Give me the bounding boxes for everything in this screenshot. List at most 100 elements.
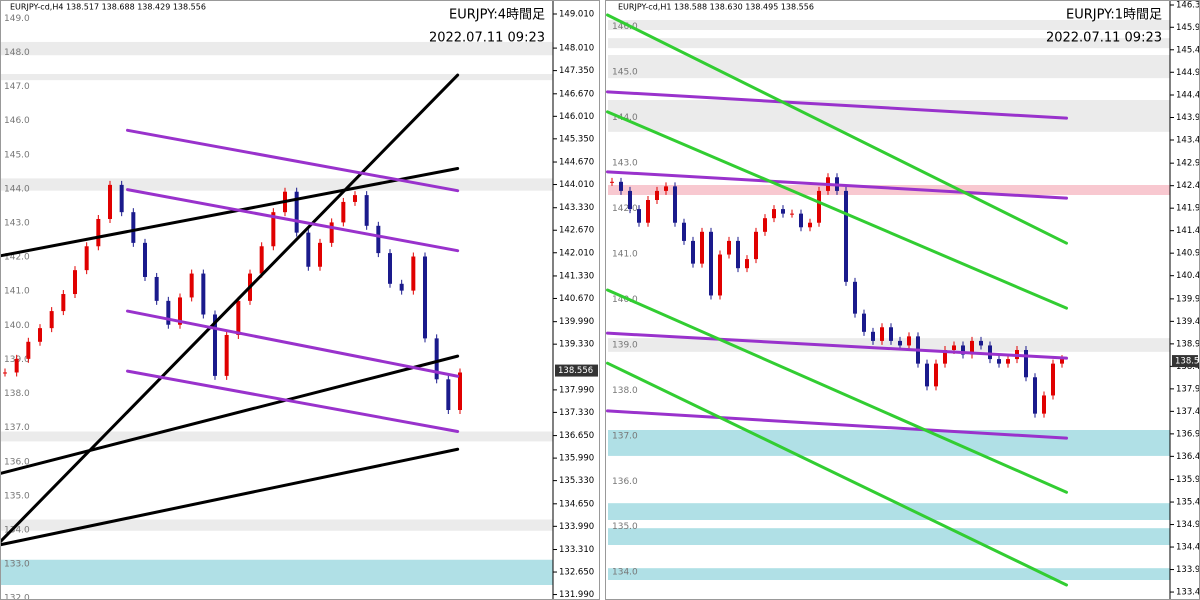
y-tick-label: 137.990 [559,385,594,395]
candle [154,276,159,301]
y-tick-label: 136.650 [559,431,594,441]
candle [934,363,938,387]
y-tick-label: 134.650 [559,499,594,509]
candle [664,186,668,191]
candle [610,181,614,183]
y-tick-label: 144.010 [559,180,594,190]
y-tick-label: 141.425 [1176,226,1200,236]
price-zone [0,178,553,191]
price-zone [608,503,1170,520]
y-tick-label: 133.970 [1176,565,1200,575]
trend-line [606,90,1068,120]
candle [341,201,346,223]
y-tick-label: 135.330 [559,476,594,486]
y-tick-label: 145.405 [1176,45,1200,55]
candle [294,191,299,233]
level-label: 136.0 [4,457,30,467]
candle [201,273,206,315]
level-label: 140.0 [612,295,638,305]
chart-title: EURJPY:1時間足 [1066,8,1162,23]
level-label: 139.0 [612,340,638,350]
trend-line [126,128,460,193]
y-tick-label: 142.910 [1176,159,1200,169]
candle [224,334,229,376]
y-tick-label: 146.390 [1176,1,1200,11]
candle [3,372,7,374]
chart-header: EURJPY-cd,H1 138.588 138.630 138.495 138… [618,3,814,12]
level-label: 140.0 [4,321,30,331]
candle [329,222,334,243]
candle [458,372,462,411]
level-label: 147.0 [4,82,30,92]
price-zone [0,559,553,585]
candle [306,232,311,267]
price-zone [0,431,553,442]
candle [736,240,740,269]
candle [808,222,812,228]
candle [1033,377,1037,414]
y-tick-label: 147.350 [559,66,594,76]
trend-line [606,361,1068,587]
y-tick-label: 144.910 [1176,68,1200,78]
candle [952,345,956,350]
y-tick-label: 142.415 [1176,181,1200,191]
candle [646,200,650,223]
y-tick-label: 133.475 [1176,588,1200,598]
level-label: 135.0 [612,522,638,532]
price-marker [1172,355,1198,368]
candle [763,218,767,232]
candle [259,246,264,274]
y-tick-label: 135.990 [559,454,594,464]
candle [189,273,194,298]
candle [26,341,31,359]
level-label: 137.0 [612,431,638,441]
level-label: 138.0 [612,386,638,396]
price-zone [608,38,1170,49]
plot-area [0,0,553,600]
level-label: 135.0 [4,491,30,501]
candle [619,181,623,191]
chart-date: 2022.07.11 09:23 [429,31,545,46]
price-zone [608,100,1170,132]
y-tick-label: 146.670 [559,89,594,99]
price-zone [608,568,1170,580]
trend-line [606,288,1068,494]
level-label: 143.0 [612,159,638,169]
candle [388,253,392,284]
y-tick-label: 133.990 [559,522,594,532]
candle [14,358,19,373]
price-zone [608,528,1170,545]
y-tick-label: 140.930 [1176,249,1200,259]
trend-line [0,73,460,544]
candle [754,231,758,260]
chart-date: 2022.07.11 09:23 [1046,31,1162,46]
candle [628,190,632,210]
trend-line [606,110,1068,310]
candle [119,184,124,213]
candle [799,213,803,228]
y-tick-label: 135.455 [1176,498,1200,508]
level-label: 137.0 [4,423,30,433]
candle [376,225,381,254]
candle [943,350,947,364]
y-tick-label: 138.935 [1176,339,1200,349]
candle [1042,395,1046,414]
candle [236,300,241,335]
candle [961,345,965,355]
trend-line [606,331,1068,360]
price-zone [608,185,1170,195]
candle [673,186,677,223]
candle [446,379,451,411]
candle [1060,359,1064,364]
y-tick-label: 139.990 [559,317,594,327]
price-zone [608,55,1170,79]
level-label: 145.0 [4,150,30,160]
chart-header: EURJPY-cd,H4 138.517 138.688 138.429 138… [10,3,206,12]
candle [970,340,974,355]
candle [423,256,427,339]
trend-line [0,354,460,475]
candle [655,190,659,200]
y-tick-label: 142.010 [559,248,594,258]
level-label: 148.0 [4,48,30,58]
price-zone [608,20,1170,30]
